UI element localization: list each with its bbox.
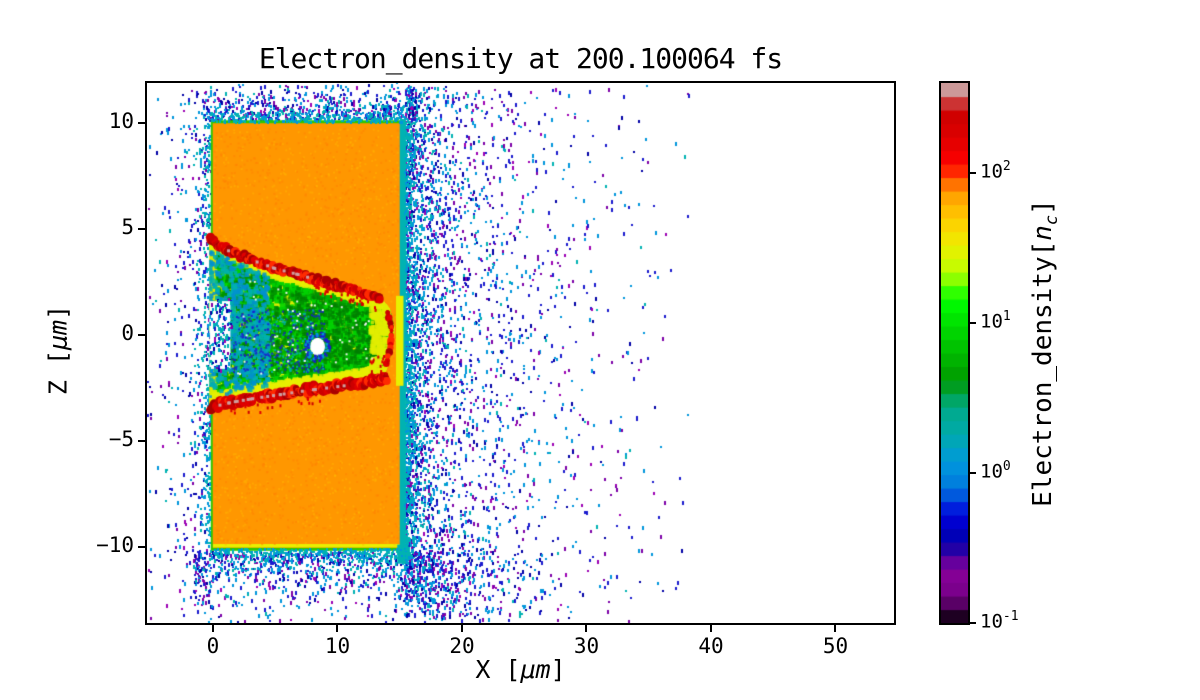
y-tick-label: 5 xyxy=(121,215,134,240)
x-tick-label: 30 xyxy=(573,634,600,658)
y-tick-mark xyxy=(138,334,145,336)
y-tick-label: −5 xyxy=(108,426,134,451)
x-axis-label: X [μm] xyxy=(475,655,566,684)
colorbar-canvas xyxy=(941,83,968,623)
colorbar-tick-mark xyxy=(970,472,976,475)
x-tick-mark xyxy=(336,625,339,632)
colorbar-tick-mark xyxy=(970,172,976,175)
colorbar-tick-mark xyxy=(970,322,976,325)
colorbar-tick-label: 102 xyxy=(980,159,1011,183)
colorbar-tick-mark xyxy=(970,622,976,624)
y-tick-mark xyxy=(138,228,145,231)
y-tick-mark xyxy=(138,439,145,442)
y-tick-label: 0 xyxy=(121,321,134,345)
x-tick-label: 20 xyxy=(449,634,475,658)
y-axis-label: Z [μm] xyxy=(43,304,73,396)
y-tick-mark xyxy=(138,545,145,548)
x-tick-mark xyxy=(585,625,588,632)
colorbar xyxy=(939,81,970,625)
x-tick-label: 0 xyxy=(206,634,220,658)
y-tick-mark xyxy=(138,122,145,125)
heatmap-canvas xyxy=(147,83,894,623)
colorbar-tick-label: 10-1 xyxy=(980,609,1019,633)
x-tick-mark xyxy=(460,625,463,632)
x-tick-label: 40 xyxy=(698,634,724,658)
x-tick-label: 10 xyxy=(324,634,351,658)
x-tick-mark xyxy=(211,625,214,632)
colorbar-label: Electron_density[nc] xyxy=(1027,199,1063,507)
x-tick-mark xyxy=(834,625,837,632)
colorbar-tick-label: 100 xyxy=(980,459,1011,483)
colorbar-tick-label: 101 xyxy=(980,309,1011,333)
y-tick-label: −10 xyxy=(96,532,134,557)
y-tick-label: 10 xyxy=(108,109,134,134)
x-tick-label: 50 xyxy=(822,634,849,658)
plot-area xyxy=(145,81,896,625)
plot-title: Electron_density at 200.100064 fs xyxy=(258,42,783,75)
x-tick-mark xyxy=(709,625,712,632)
